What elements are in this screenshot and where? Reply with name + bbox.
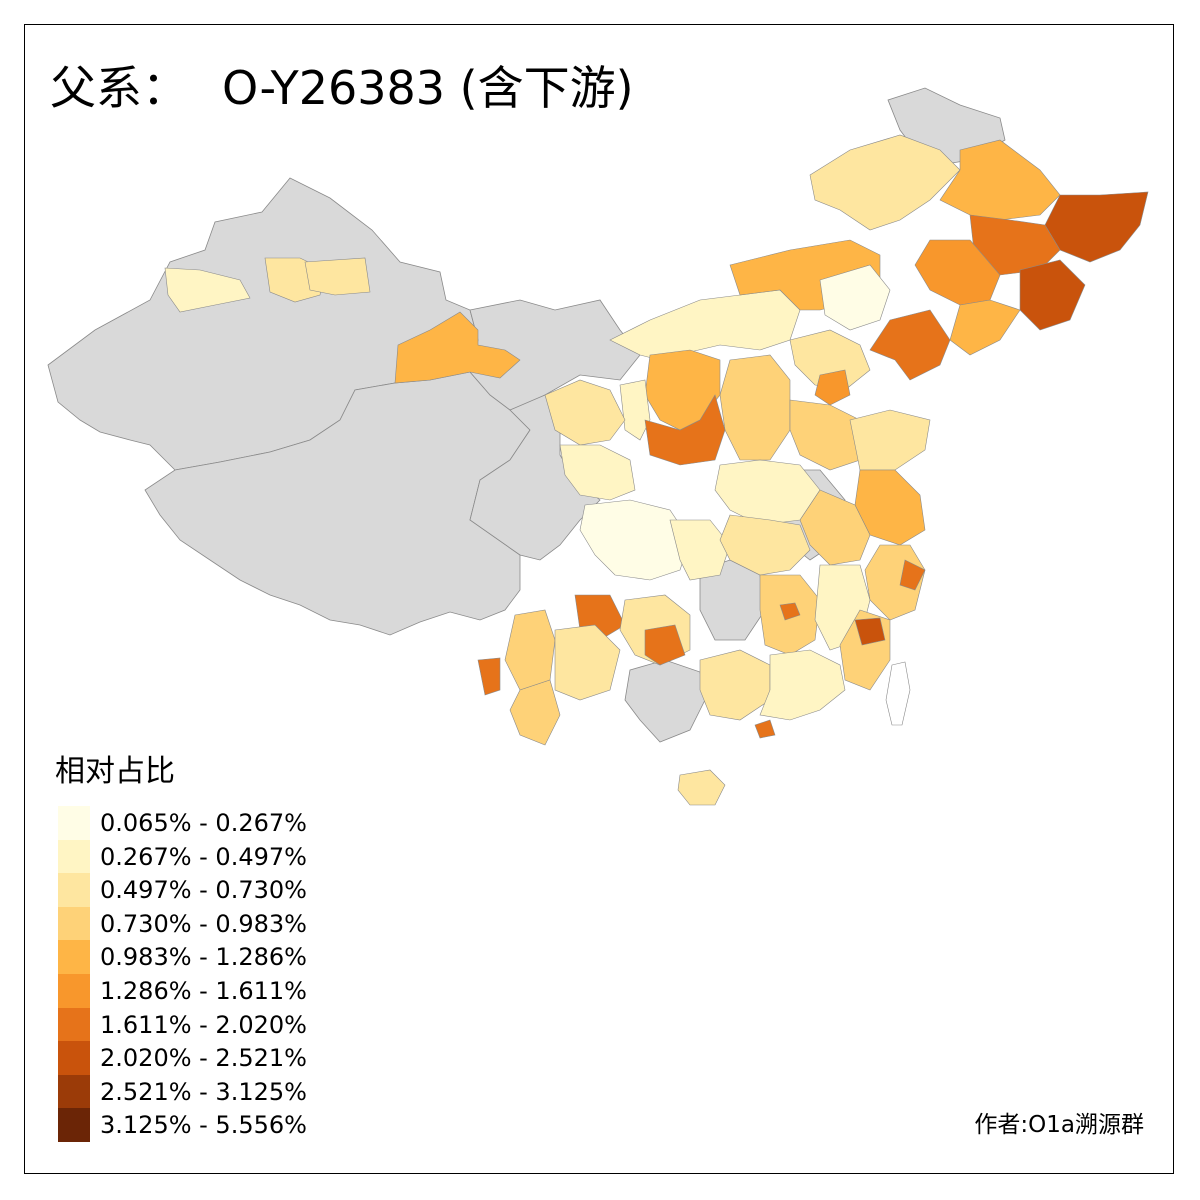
legend-item: 0.065% - 0.267% [58,806,338,840]
region-shaanxi-north [644,394,726,466]
region-hainan [677,769,726,806]
region-dzungaria-east [304,257,371,296]
legend-swatch [58,873,90,907]
legend-item: 2.521% - 3.125% [58,1074,338,1109]
legend-swatch [58,1007,90,1042]
map-title: 父系： O-Y26383 (含下游) [50,58,634,118]
region-gansu-south [559,444,636,501]
legend-label: 3.125% - 5.556% [100,1111,307,1140]
region-guangdong-red [754,719,776,739]
region-anhui [799,489,871,566]
region-beijing [814,369,851,406]
region-gansu-east [544,379,626,446]
legend-item: 1.611% - 2.020% [58,1007,338,1042]
region-liaoning-west [869,309,951,381]
legend-swatch [58,906,90,941]
legend-item: 2.020% - 2.521% [58,1041,338,1075]
region-jilin-east [1019,259,1086,331]
title-main: O-Y26383 (含下游) [222,61,634,115]
region-dzungaria-west [164,267,251,313]
legend-label: 2.521% - 3.125% [100,1077,307,1106]
region-guangxi [699,649,771,721]
legend-item: 0.497% - 0.730% [58,873,338,907]
legend-label: 0.983% - 1.286% [100,943,307,972]
region-yunnan-south [509,679,561,746]
legend-item: 1.286% - 1.611% [58,973,338,1008]
region-guangxi-west [624,659,706,743]
region-guizhou-east [644,624,686,666]
region-ningxia [619,379,651,441]
region-tibet [144,371,531,636]
region-yunnan-west [504,609,556,691]
legend-item: 0.983% - 1.286% [58,940,338,974]
legend-item: 0.267% - 0.497% [58,839,338,874]
region-hubei [719,514,811,576]
region-sichuan-basin [579,499,691,581]
legend-label: 0.267% - 0.497% [100,842,307,871]
legend-label: 0.730% - 0.983% [100,909,307,938]
region-hunan-red [779,602,801,621]
legend-item: 0.730% - 0.983% [58,906,338,941]
legend-swatch [58,839,90,874]
region-ningbo [899,559,926,591]
legend-swatch [58,940,90,974]
author-credit: 作者:O1a溯源群 [974,1112,1144,1138]
region-yunnan-edge [477,657,501,696]
region-heilongjiang-mid [939,139,1061,221]
legend-item: 3.125% - 5.556% [58,1108,338,1142]
legend-swatch [58,806,90,840]
legend-swatch [58,1074,90,1109]
region-fujian-red [854,617,886,646]
region-yunnan-central [554,624,621,701]
legend-label: 1.611% - 2.020% [100,1010,307,1039]
legend-label: 1.286% - 1.611% [100,976,307,1005]
region-shandong [849,409,931,471]
legend-swatch [58,973,90,1008]
region-inner-mongolia-east [819,264,891,331]
data-regions [164,134,1149,806]
region-hebei-south [789,399,861,471]
region-qinghai [469,299,641,411]
region-liaoning-east [949,299,1021,356]
region-heilongjiang-east [1044,191,1149,263]
legend: 0.065% - 0.267% 0.267% - 0.497% 0.497% -… [58,806,338,1142]
region-guangdong [759,649,846,721]
legend-label: 0.065% - 0.267% [100,809,307,837]
title-prefix: 父系： [50,61,188,115]
legend-swatch [58,1041,90,1075]
region-chongqing [669,519,731,581]
region-inner-mongolia-west [609,289,801,361]
legend-label: 2.020% - 2.521% [100,1044,307,1073]
region-shanxi [719,354,791,461]
region-gansu-west [394,311,521,384]
legend-swatch [58,1108,90,1142]
region-hebei-north [789,329,871,391]
region-taiwan [885,661,911,726]
legend-title: 相对占比 [55,754,175,789]
legend-label: 0.497% - 0.730% [100,876,307,905]
region-hulunbuir [809,134,961,231]
